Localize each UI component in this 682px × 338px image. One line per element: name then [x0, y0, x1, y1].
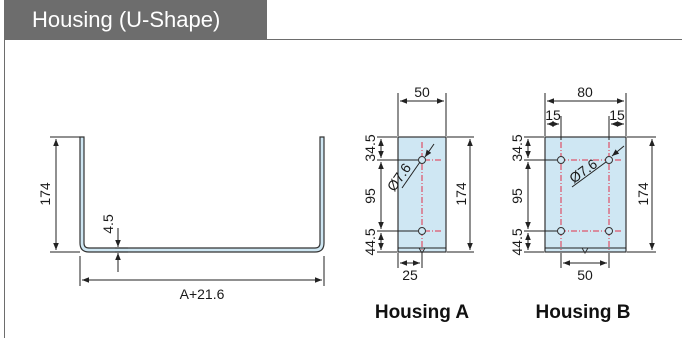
- housing-a-bottom-label: 44.5: [362, 228, 378, 255]
- housing-b-caption: Housing B: [536, 302, 631, 323]
- housing-a-caption: Housing A: [375, 302, 470, 323]
- u-shape-view: 174 4.5 A+21.6: [37, 136, 325, 302]
- housing-a-hole-top: [418, 156, 426, 164]
- housing-b-spacing-label: 50: [577, 267, 593, 283]
- housing-a-hole-arrow: [424, 143, 435, 158]
- housing-a-offset-label: 25: [402, 267, 418, 283]
- housing-a-view: 50 34.5 95 44.5 174 Ø7.6 25: [362, 84, 474, 323]
- housing-b-height-label: 174: [635, 182, 651, 206]
- housing-b-bottom-label: 44.5: [509, 228, 525, 255]
- section-title: Housing (U-Shape): [4, 0, 267, 40]
- housing-b-hole-top-left: [557, 156, 565, 164]
- housing-b-middle-label: 95: [509, 188, 525, 204]
- left-border: [4, 40, 5, 338]
- housing-b-hole-top-right: [605, 156, 613, 164]
- housing-b-top-label: 34.5: [509, 134, 525, 161]
- housing-b-notch: [581, 247, 589, 254]
- housing-b-hole-bottom-right: [605, 227, 613, 235]
- housing-a-height-label: 174: [453, 182, 469, 206]
- u-height-label: 174: [37, 182, 53, 206]
- housing-a-hole-leader: [401, 161, 421, 189]
- housing-b-hole-leader: [571, 161, 607, 188]
- title-underline: [267, 39, 682, 40]
- u-length-label: A+21.6: [180, 286, 225, 302]
- housing-b-view: 80 15 15 34.5 95 44.5 174: [509, 84, 656, 323]
- housing-b-hole-arrow: [611, 145, 625, 157]
- housing-b-right-offset-label: 15: [609, 107, 625, 123]
- housing-b-hole-bottom-left: [557, 227, 565, 235]
- u-shape-profile: [79, 136, 325, 253]
- housing-a-top-label: 34.5: [362, 134, 378, 161]
- housing-a-middle-label: 95: [362, 188, 378, 204]
- housing-b-left-offset-label: 15: [545, 107, 561, 123]
- housing-b-width-label: 80: [577, 84, 593, 100]
- housing-a-width-label: 50: [414, 84, 430, 100]
- housing-a-hole-bottom: [418, 227, 426, 235]
- u-thickness-label: 4.5: [100, 214, 116, 234]
